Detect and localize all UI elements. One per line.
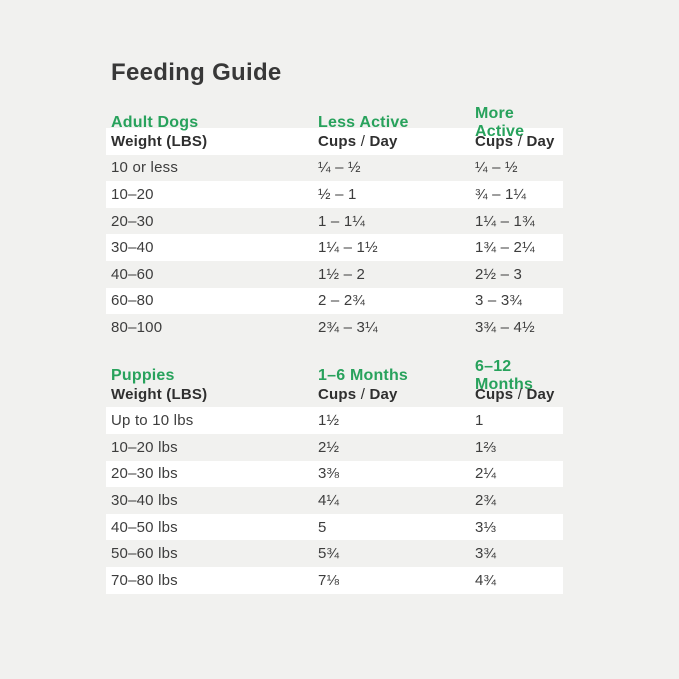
months-1-6-cell: 7⅛ xyxy=(318,571,340,589)
less-active-cell: 2¾ – 3¼ xyxy=(318,318,378,336)
weight-cell: 40–50 lbs xyxy=(111,518,178,536)
weight-cell: 30–40 lbs xyxy=(111,491,178,509)
more-active-cell: 3 – 3¾ xyxy=(475,292,523,310)
months-6-12-cups-day-header: Cups / Day xyxy=(475,385,555,403)
more-active-cups-day-header: Cups / Day xyxy=(475,132,555,150)
slash-separator: / xyxy=(360,132,366,150)
adult-table-row: 10 or less ¼ – ½ ¼ – ½ xyxy=(106,155,563,182)
adult-table-row: 80–100 2¾ – 3¼ 3¾ – 4½ xyxy=(106,314,563,341)
months-6-12-cell: 3¾ xyxy=(475,545,497,563)
less-active-label: Less Active xyxy=(318,114,409,131)
more-active-cell: 3¾ – 4½ xyxy=(475,318,535,336)
months-6-12-cell: 2¼ xyxy=(475,465,497,483)
puppies-table-row: 40–50 lbs 5 3⅓ xyxy=(106,513,563,541)
less-active-cups-day-header: Cups / Day xyxy=(318,132,398,150)
puppies-section-label: Puppies xyxy=(111,366,175,384)
less-active-cell: 1¼ – 1½ xyxy=(318,239,378,257)
weight-cell: 50–60 lbs xyxy=(111,545,178,563)
months-6-12-cell: 4¾ xyxy=(475,571,497,589)
more-active-cell: ¾ – 1¼ xyxy=(475,185,527,203)
slash-separator: / xyxy=(517,385,523,403)
less-active-cell: 1½ – 2 xyxy=(318,265,366,283)
less-active-cell: ½ – 1 xyxy=(318,185,357,203)
months-1-6-cell: 2½ xyxy=(318,438,340,456)
adult-table-row: 40–60 1½ – 2 2½ – 3 xyxy=(106,261,563,288)
months-1-6-cell: 1½ xyxy=(318,412,340,430)
weight-cell: 60–80 xyxy=(111,292,154,310)
slash-separator: / xyxy=(517,132,523,150)
weight-cell: 70–80 lbs xyxy=(111,571,178,589)
weight-cell: 10–20 xyxy=(111,185,154,203)
months-1-6-cell: 5¾ xyxy=(318,545,340,563)
less-active-cell: 1 – 1¼ xyxy=(318,212,366,230)
weight-cell: Up to 10 lbs xyxy=(111,412,194,430)
weight-cell: 30–40 xyxy=(111,239,154,257)
puppies-table-row: 70–80 lbs 7⅛ 4¾ xyxy=(106,566,563,594)
feeding-guide: Feeding Guide Adult Dogs Less Active Mor… xyxy=(106,58,563,594)
weight-cell: 40–60 xyxy=(111,265,154,283)
months-6-12-cell: 1 xyxy=(475,412,484,430)
adult-table-row: 10–20 ½ – 1 ¾ – 1¼ xyxy=(106,181,563,208)
weight-cell: 10 or less xyxy=(111,159,179,177)
adult-table-header-row: Weight (LBS) Cups / Day Cups / Day xyxy=(106,128,563,155)
less-active-cell: 2 – 2¾ xyxy=(318,292,366,310)
more-active-cell: ¼ – ½ xyxy=(475,159,518,177)
adult-dogs-table: Weight (LBS) Cups / Day Cups / Day 10 or… xyxy=(106,128,563,341)
weight-cell: 10–20 lbs xyxy=(111,438,178,456)
weight-column-header: Weight (LBS) xyxy=(111,385,208,403)
weight-cell: 20–30 xyxy=(111,212,154,230)
puppies-table-row: Up to 10 lbs 1½ 1 xyxy=(106,407,563,434)
months-1-6-cell: 5 xyxy=(318,518,327,536)
puppies-table-row: 10–20 lbs 2½ 1⅔ xyxy=(106,434,563,461)
adult-table-row: 30–40 1¼ – 1½ 1¾ – 2¼ xyxy=(106,234,563,261)
more-active-label: More Active xyxy=(475,105,525,140)
page-title: Feeding Guide xyxy=(111,59,282,86)
puppies-table-header-row: Weight (LBS) Cups / Day Cups / Day xyxy=(106,381,563,408)
adult-dogs-section-header: Adult Dogs Less Active More Active xyxy=(106,105,563,140)
puppies-table-row: 50–60 lbs 5¾ 3¾ xyxy=(106,540,563,567)
months-1-6-cups-day-header: Cups / Day xyxy=(318,385,398,403)
weight-cell: 20–30 lbs xyxy=(111,465,178,483)
adult-table-row: 60–80 2 – 2¾ 3 – 3¾ xyxy=(106,287,563,315)
less-active-cell: ¼ – ½ xyxy=(318,159,361,177)
more-active-cell: 1¾ – 2¼ xyxy=(475,239,535,257)
weight-column-header: Weight (LBS) xyxy=(111,132,208,150)
months-1-6-cell: 3⅜ xyxy=(318,465,340,483)
more-active-cell: 2½ – 3 xyxy=(475,265,523,283)
slash-separator: / xyxy=(360,385,366,403)
adult-dogs-section-label: Adult Dogs xyxy=(111,114,199,131)
months-6-12-label: 6–12 Months xyxy=(475,357,534,393)
more-active-cell: 1¼ – 1¾ xyxy=(475,212,535,230)
weight-cell: 80–100 xyxy=(111,318,163,336)
months-6-12-cell: 1⅔ xyxy=(475,438,497,456)
months-6-12-cell: 2¾ xyxy=(475,491,497,509)
months-1-6-cell: 4¼ xyxy=(318,491,340,509)
puppies-table-row: 30–40 lbs 4¼ 2¾ xyxy=(106,487,563,514)
months-1-6-label: 1–6 Months xyxy=(318,366,409,384)
puppies-table: Weight (LBS) Cups / Day Cups / Day Up to… xyxy=(106,381,563,594)
adult-table-row: 20–30 1 – 1¼ 1¼ – 1¾ xyxy=(106,208,563,235)
months-6-12-cell: 3⅓ xyxy=(475,518,497,536)
puppies-section-header: Puppies 1–6 Months 6–12 Months xyxy=(106,358,563,393)
puppies-table-row: 20–30 lbs 3⅜ 2¼ xyxy=(106,460,563,488)
